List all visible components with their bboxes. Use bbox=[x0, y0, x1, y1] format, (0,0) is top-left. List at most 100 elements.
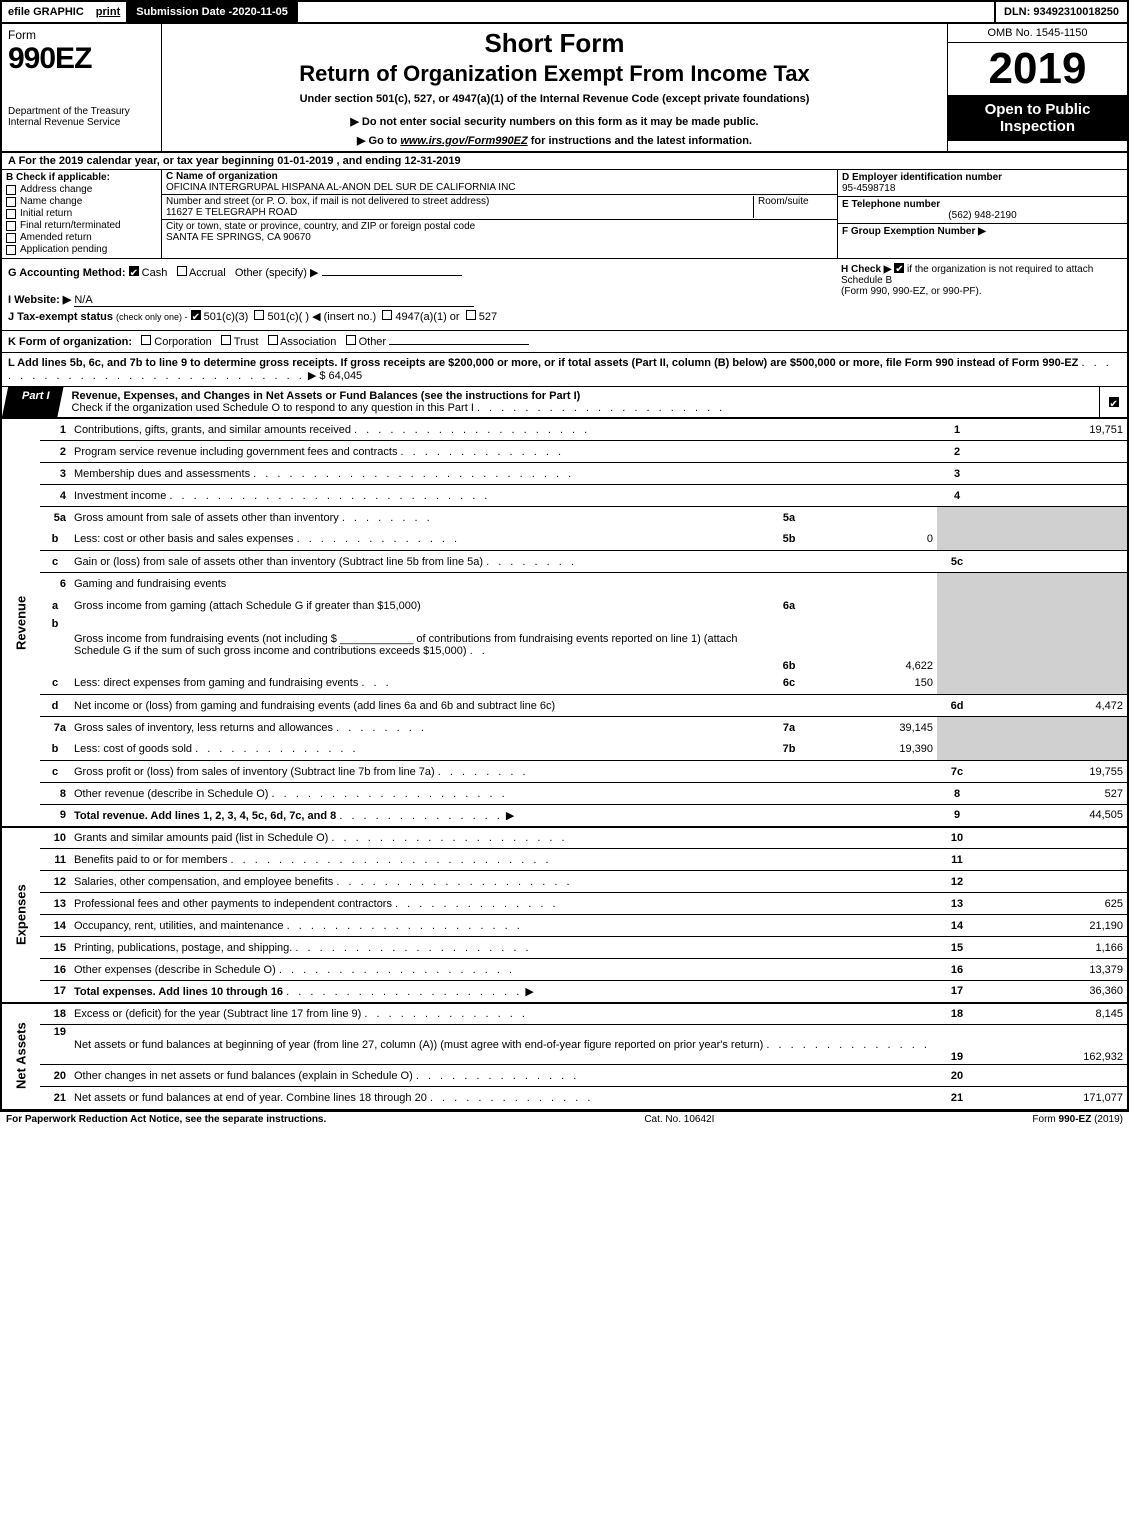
submission-label: Submission Date - bbox=[136, 6, 232, 18]
part1-table: Revenue 1 Contributions, gifts, grants, … bbox=[2, 418, 1127, 1109]
chk-assoc-icon[interactable] bbox=[268, 335, 278, 345]
line-desc: Occupancy, rent, utilities, and maintena… bbox=[74, 920, 284, 932]
table-row: 16 Other expenses (describe in Schedule … bbox=[2, 959, 1127, 981]
sub-value bbox=[807, 595, 937, 617]
dots: . . . . . . . . . . . . . . bbox=[766, 1039, 930, 1051]
chk-initial-return[interactable]: Initial return bbox=[6, 208, 157, 219]
table-row: 9 Total revenue. Add lines 1, 2, 3, 4, 5… bbox=[2, 805, 1127, 827]
line-value: 4,472 bbox=[977, 695, 1127, 717]
opt-label: Amended return bbox=[20, 232, 92, 243]
checkbox-accrual-icon[interactable] bbox=[177, 266, 187, 276]
checkbox-cash-icon[interactable] bbox=[129, 266, 139, 276]
line-g: G Accounting Method: Cash Accrual Other … bbox=[8, 266, 811, 279]
line-num: 6 bbox=[40, 573, 70, 595]
dots: . . . . . . . . . . . . . . bbox=[297, 533, 461, 545]
line-value-shaded bbox=[977, 673, 1127, 695]
line-box-shaded bbox=[937, 717, 977, 739]
line-box: 5c bbox=[937, 551, 977, 573]
line-desc: Other changes in net assets or fund bala… bbox=[74, 1070, 413, 1082]
dots: . . . . . . . . . . . . . . bbox=[339, 810, 503, 822]
chk-name-change[interactable]: Name change bbox=[6, 196, 157, 207]
chk-501c3-icon[interactable] bbox=[191, 310, 201, 320]
other-org-input[interactable] bbox=[389, 344, 529, 345]
table-row: 21 Net assets or fund balances at end of… bbox=[2, 1087, 1127, 1109]
chk-corp-icon[interactable] bbox=[141, 335, 151, 345]
line-box-shaded bbox=[937, 617, 977, 673]
line-i: I Website: ▶ N/A bbox=[8, 293, 811, 307]
header-right: OMB No. 1545-1150 2019 Open to Public In… bbox=[947, 24, 1127, 151]
header-center: Short Form Return of Organization Exempt… bbox=[162, 24, 947, 151]
line-desc: Gross profit or (loss) from sales of inv… bbox=[74, 766, 435, 778]
sub-label: 5a bbox=[771, 507, 807, 529]
table-row: 14 Occupancy, rent, utilities, and maint… bbox=[2, 915, 1127, 937]
dots: . . . . . . . . . . . . . . . . . . . . bbox=[295, 942, 531, 954]
print-link[interactable]: print bbox=[90, 2, 126, 22]
section-ghij: G Accounting Method: Cash Accrual Other … bbox=[2, 259, 1127, 331]
chk-527-icon[interactable] bbox=[466, 310, 476, 320]
line-box: 20 bbox=[937, 1065, 977, 1087]
footer: For Paperwork Reduction Act Notice, see … bbox=[0, 1111, 1129, 1127]
table-row: a Gross income from gaming (attach Sched… bbox=[2, 595, 1127, 617]
table-row: 11 Benefits paid to or for members . . .… bbox=[2, 849, 1127, 871]
other-input[interactable] bbox=[322, 275, 462, 276]
table-row: 5a Gross amount from sale of assets othe… bbox=[2, 507, 1127, 529]
line-num: 19 bbox=[40, 1025, 70, 1065]
dots: . . . . . . . . . . . . . . . . . . . . … bbox=[169, 490, 490, 502]
line-value: 19,751 bbox=[977, 419, 1127, 441]
dots: . . . . . . . . . . . . . . bbox=[430, 1092, 594, 1104]
chk-h-icon[interactable] bbox=[894, 263, 904, 273]
chk-501c-icon[interactable] bbox=[254, 310, 264, 320]
checkmark-icon bbox=[1109, 397, 1119, 407]
chk-address-change[interactable]: Address change bbox=[6, 184, 157, 195]
line-num: 18 bbox=[40, 1003, 70, 1025]
irs-link[interactable]: www.irs.gov/Form990EZ bbox=[400, 135, 527, 147]
omb-number: OMB No. 1545-1150 bbox=[948, 24, 1127, 43]
l-text: L Add lines 5b, 6c, and 7b to line 9 to … bbox=[8, 357, 1078, 369]
part1-checkbox[interactable] bbox=[1099, 387, 1127, 417]
arrow-icon: ▶ bbox=[525, 986, 533, 998]
line-box: 3 bbox=[937, 463, 977, 485]
sub-value: 39,145 bbox=[807, 717, 937, 739]
chk-4947-icon[interactable] bbox=[382, 310, 392, 320]
field-label: C Name of organization bbox=[166, 171, 278, 182]
line-desc: Net income or (loss) from gaming and fun… bbox=[74, 700, 555, 712]
line-box: 21 bbox=[937, 1087, 977, 1109]
sub-label: 7a bbox=[771, 717, 807, 739]
dots: . . . bbox=[361, 677, 391, 689]
opt-label: Application pending bbox=[20, 244, 107, 255]
opt-cash: Cash bbox=[142, 267, 168, 279]
opt-501c3: 501(c)(3) bbox=[204, 311, 249, 323]
line-num: 10 bbox=[40, 827, 70, 849]
line-box-shaded bbox=[937, 507, 977, 529]
field-label: E Telephone number bbox=[842, 199, 940, 210]
chk-final-return[interactable]: Final return/terminated bbox=[6, 220, 157, 231]
line-box: 6d bbox=[937, 695, 977, 717]
table-row: b Less: cost or other basis and sales ex… bbox=[2, 529, 1127, 551]
line-value bbox=[977, 485, 1127, 507]
dots: . . . . . . . . . . . . . . . . . . . . … bbox=[253, 468, 574, 480]
line-desc: Other revenue (describe in Schedule O) bbox=[74, 788, 268, 800]
chk-trust-icon[interactable] bbox=[221, 335, 231, 345]
street-value: 11627 E TELEGRAPH ROAD bbox=[166, 207, 297, 218]
line-j: J Tax-exempt status (check only one) - 5… bbox=[8, 310, 811, 323]
dots: . . . . . . . . . . . . . . . . . . . . … bbox=[231, 854, 552, 866]
line-box: 13 bbox=[937, 893, 977, 915]
checkbox-icon bbox=[6, 209, 16, 219]
line-desc: Benefits paid to or for members bbox=[74, 854, 227, 866]
org-name: OFICINA INTERGRUPAL HISPANA AL-ANON DEL … bbox=[166, 182, 516, 193]
dots: . . . . . . . . bbox=[438, 766, 529, 778]
chk-other-icon[interactable] bbox=[346, 335, 356, 345]
ein-value: 95-4598718 bbox=[842, 183, 895, 194]
form-header: Form 990EZ Department of the Treasury In… bbox=[2, 24, 1127, 153]
line-box: 18 bbox=[937, 1003, 977, 1025]
dots: . . . . . . . . . . . . . . . . . . . . bbox=[272, 788, 508, 800]
line-num: 20 bbox=[40, 1065, 70, 1087]
h-label: H Check ▶ bbox=[841, 264, 891, 275]
side-expenses: Expenses bbox=[2, 827, 40, 1003]
chk-application-pending[interactable]: Application pending bbox=[6, 244, 157, 255]
chk-amended-return[interactable]: Amended return bbox=[6, 232, 157, 243]
table-row: 7a Gross sales of inventory, less return… bbox=[2, 717, 1127, 739]
line-box: 8 bbox=[937, 783, 977, 805]
part1-header: Part I Revenue, Expenses, and Changes in… bbox=[2, 387, 1127, 418]
dots: . . . . . . . . . . . . . . bbox=[401, 446, 565, 458]
